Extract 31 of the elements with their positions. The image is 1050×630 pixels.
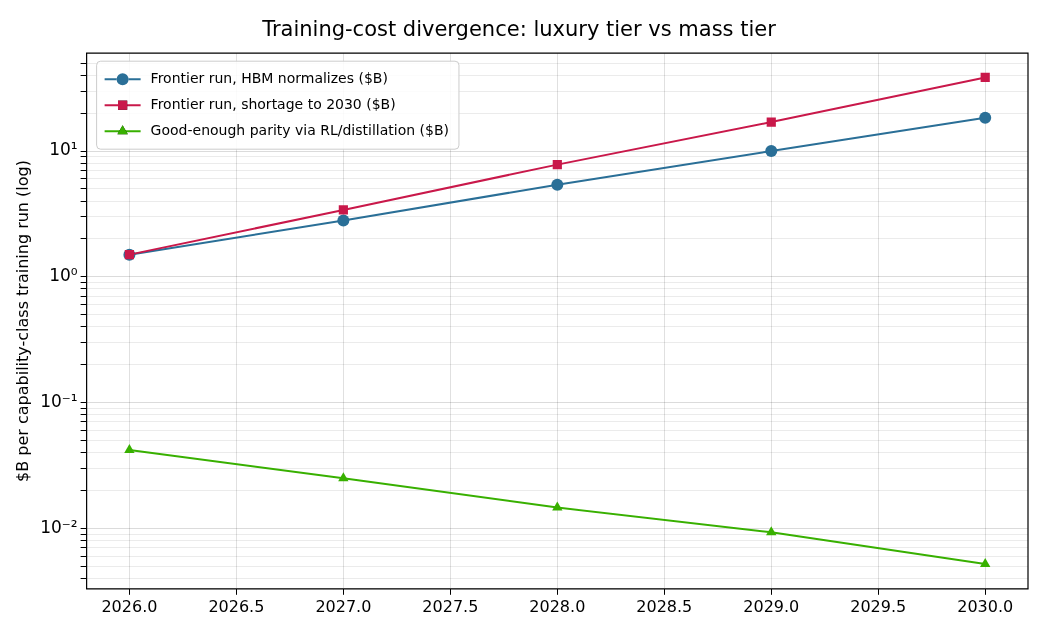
point xyxy=(338,472,349,482)
point xyxy=(552,160,562,170)
y-axis-title: $B per capability-class training run (log) xyxy=(12,160,32,482)
point xyxy=(124,443,135,453)
point xyxy=(766,117,776,127)
point xyxy=(980,72,990,83)
point xyxy=(337,214,350,227)
point xyxy=(552,501,563,511)
legend-label: Frontier run, shortage to 2030 ($B) xyxy=(150,95,396,112)
x-tick-label: 2026.0 xyxy=(101,596,158,616)
point xyxy=(979,111,992,124)
x-tick-label: 2027.5 xyxy=(422,596,479,616)
point xyxy=(980,557,991,567)
y-tick-label: 10⁰ xyxy=(49,265,78,286)
x-tick-label: 2030.0 xyxy=(957,596,1014,616)
legend-label: Frontier run, HBM normalizes ($B) xyxy=(150,69,388,86)
x-tick-label: 2029.5 xyxy=(850,596,907,616)
point xyxy=(765,145,778,158)
y-tick-label: 10⁻² xyxy=(40,516,78,537)
x-tick-label: 2029.0 xyxy=(743,596,800,616)
point xyxy=(551,178,564,191)
x-tick-label: 2027.0 xyxy=(315,596,372,616)
x-tick-label: 2028.0 xyxy=(529,596,586,616)
x-tick-label: 2026.5 xyxy=(208,596,265,616)
point xyxy=(338,205,348,215)
point xyxy=(766,526,777,536)
y-tick-label: 10¹ xyxy=(49,139,78,160)
legend-label: Good-enough parity via RL/distillation ($B) xyxy=(150,121,449,138)
x-tick-label: 2028.5 xyxy=(636,596,693,616)
chart-title: Training-cost divergence: luxury tier vs mass tier xyxy=(261,17,777,42)
y-tick-label: 10⁻¹ xyxy=(40,390,78,411)
